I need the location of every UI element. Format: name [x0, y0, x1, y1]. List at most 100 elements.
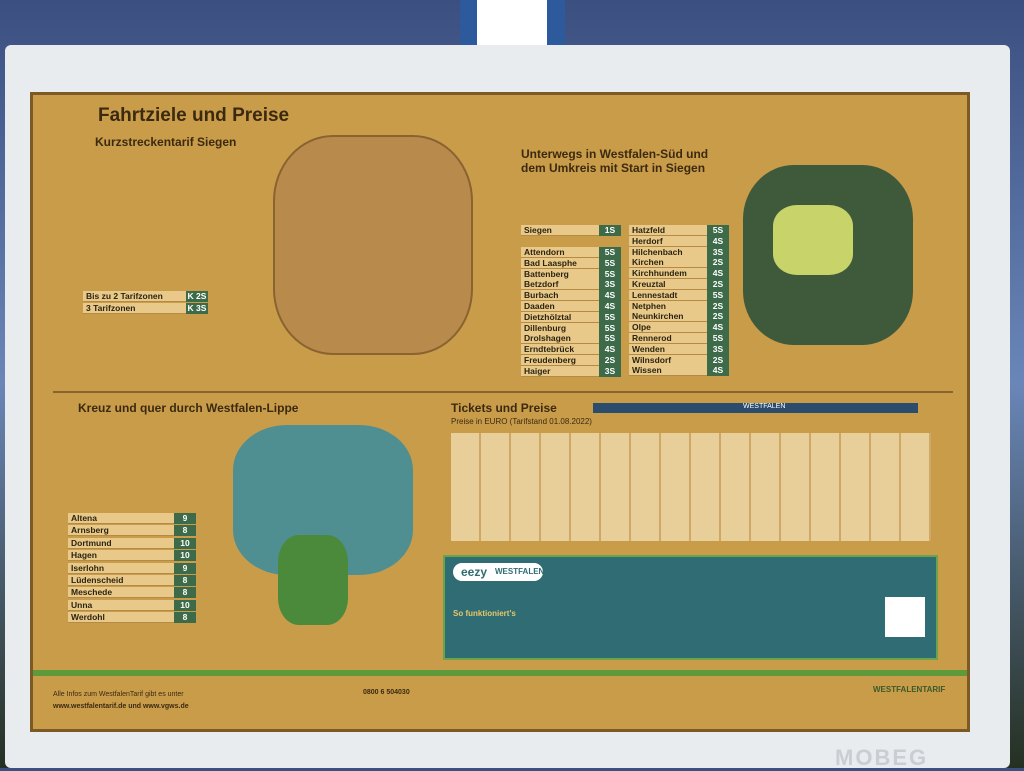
zone-label: 9 — [174, 513, 196, 524]
table-row: Attendorn 5S — [521, 247, 621, 258]
lippe-table: Altena 9 Arnsberg 8 Dortmund 10 Hagen 10 Iserloh… — [68, 513, 196, 625]
start-row: Siegen 1S — [521, 225, 621, 236]
zone-label: 5S — [707, 289, 729, 301]
zone-label: 2S — [707, 279, 729, 290]
table-row: Meschede 8 — [68, 587, 196, 599]
tickets-band: WESTFALEN — [593, 403, 918, 413]
place-name: Hilchenbach — [632, 246, 683, 257]
place-name: Kreuztal — [632, 279, 666, 289]
table-row: Hilchenbach 3S — [629, 246, 729, 258]
place-name: Meschede — [71, 587, 113, 598]
table-row: Wilnsdorf 2S — [629, 354, 729, 366]
zone-label: 5S — [707, 225, 729, 236]
table-row: Neunkirchen 2S — [629, 311, 729, 323]
zone-label: K 2S — [186, 291, 208, 302]
price-grid — [451, 433, 931, 541]
zone-label: 2S — [707, 354, 729, 366]
table-row: Erndtebrück 4S — [521, 344, 621, 356]
zone-label: 4S — [599, 301, 621, 312]
table-row: Dillenburg 5S — [521, 322, 621, 334]
place-name: Netphen — [632, 300, 666, 311]
zone-label: 5S — [707, 333, 729, 344]
table-row: Burbach 4S — [521, 290, 621, 302]
zone-label: 5S — [599, 268, 621, 280]
place-name: Battenberg — [524, 268, 569, 279]
place-name: Daaden — [524, 301, 555, 311]
table-row: Altena 9 — [68, 513, 196, 524]
table-row: Kirchhundem 4S — [629, 268, 729, 280]
zone-label: 2S — [707, 257, 729, 269]
place-name: Bis zu 2 Tarifzonen — [86, 291, 163, 301]
south-heading: Unterwegs in Westfalen-Süd und dem Umkre… — [521, 147, 709, 175]
table-row: Haiger 3S — [521, 365, 621, 377]
eezy-qr — [885, 597, 925, 637]
table-row: Netphen 2S — [629, 300, 729, 312]
south-map — [743, 165, 913, 345]
zone-label: 5S — [599, 322, 621, 334]
footer-phone: 0800 6 504030 — [363, 689, 410, 696]
eezy-box: eezy WESTFALEN So funktioniert's — [443, 555, 938, 660]
footer-info: Alle Infos zum WestfalenTarif gibt es un… — [53, 691, 184, 698]
place-name: Arnsberg — [71, 525, 109, 536]
place-name: Neunkirchen — [632, 311, 684, 322]
zone-label: 1S — [599, 225, 621, 236]
place-name: Bad Laasphe — [524, 257, 577, 268]
sign-board: Fahrtziele und Preise Kurzstreckentarif … — [30, 92, 970, 732]
table-row: Bad Laasphe 5S — [521, 257, 621, 269]
table-row: Battenberg 5S — [521, 268, 621, 280]
footer-web: www.westfalentarif.de und www.vgws.de — [53, 703, 189, 710]
place-name: Wenden — [632, 343, 665, 354]
zone-label: 4S — [707, 365, 729, 377]
table-row: Dietzhölztal 5S — [521, 311, 621, 323]
zone-label: 2S — [707, 300, 729, 312]
zone-label: 10 — [174, 550, 196, 562]
frame-brand: MOBEG — [835, 745, 929, 770]
place-name: Dortmund — [71, 537, 112, 548]
place-name: Lennestadt — [632, 289, 678, 300]
zone-label: 5S — [599, 333, 621, 345]
table-row: Hagen 10 — [68, 550, 196, 562]
place-name: Wilnsdorf — [632, 354, 672, 365]
zone-label: 3S — [599, 279, 621, 291]
zone-label: 2S — [707, 311, 729, 323]
lippe-heading: Kreuz und quer durch Westfalen-Lippe — [78, 401, 299, 415]
zone-label: K 3S — [186, 303, 208, 314]
title: Fahrtziele und Preise — [98, 105, 290, 126]
zone-label: 5S — [599, 257, 621, 269]
siegen-map — [273, 135, 473, 355]
tickets-band-text: WESTFALEN — [743, 403, 786, 410]
eezy-word: eezy — [461, 565, 488, 579]
table-row: Arnsberg 8 — [68, 525, 196, 537]
short-heading: Kurzstreckentarif Siegen — [95, 135, 237, 149]
green-band — [33, 670, 967, 676]
table-row: Iserlohn 9 — [68, 562, 196, 574]
table-row: Herdorf 4S — [629, 235, 729, 247]
place-name: Siegen — [524, 225, 552, 235]
place-name: Lüdenscheid — [71, 575, 124, 585]
zone-label: 3S — [707, 246, 729, 258]
place-name: Burbach — [524, 290, 559, 301]
zone-label: 9 — [174, 562, 196, 574]
south-table: Siegen 1S Attendorn 5S Bad Laasphe 5S Battenbe… — [521, 225, 731, 385]
place-name: Attendorn — [524, 247, 565, 257]
place-name: Drolshagen — [524, 333, 571, 344]
table-row: Wenden 3S — [629, 343, 729, 355]
table-row: Dortmund 10 — [68, 537, 196, 549]
zone-label: 8 — [174, 525, 196, 537]
table-row: Lennestadt 5S — [629, 289, 729, 301]
divider — [53, 391, 953, 393]
zone-label: 8 — [174, 587, 196, 599]
place-name: 3 Tarifzonen — [86, 303, 136, 313]
table-row: Olpe 4S — [629, 322, 729, 334]
tickets-subheading: Preise in EURO (Tarifstand 01.08.2022) — [451, 417, 592, 426]
table-row: 3 Tarifzonen K 3S — [83, 303, 208, 314]
table-row: Kirchen 2S — [629, 257, 729, 269]
place-name: Wissen — [632, 365, 662, 376]
zone-label: 3S — [599, 365, 621, 377]
table-row: Werdohl 8 — [68, 612, 196, 624]
place-name: Dillenburg — [524, 322, 567, 333]
place-name: Freudenberg — [524, 355, 576, 365]
eezy-how: So funktioniert's — [453, 609, 516, 618]
zone-label: 5S — [599, 247, 621, 258]
